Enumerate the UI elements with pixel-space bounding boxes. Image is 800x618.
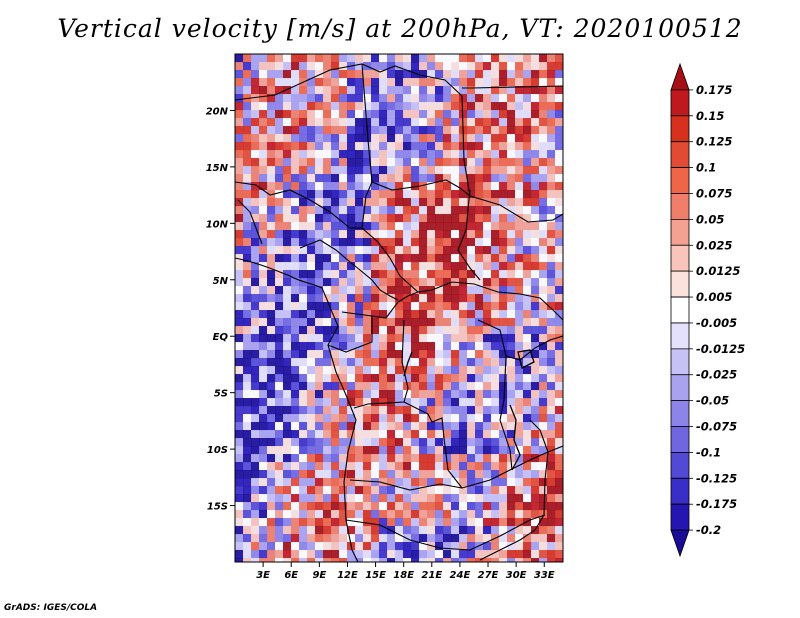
lon-tick-label: 12E (337, 570, 358, 581)
colorbar-swatch (670, 244, 690, 272)
colorbar-label: -0.175 (696, 497, 737, 511)
colorbar-swatch (670, 374, 690, 402)
colorbar-swatch (670, 89, 690, 117)
colorbar-swatch (670, 270, 690, 298)
axis-ticks: 3E 6E 9E 12E 15E 18E 21E 24E 27E 30E 33E 20N 15N 10N 5… (206, 106, 555, 581)
colorbar-swatch (670, 62, 690, 91)
lat-tick-label: 15S (207, 502, 228, 513)
colorbar-label: 0.125 (696, 135, 732, 149)
lat-tick-label: 10N (206, 219, 229, 230)
map-title: Vertical velocity [m/s] at 200hPa, VT: 2… (57, 14, 743, 43)
lon-tick-label: 30E (506, 570, 527, 581)
colorbar-label: -0.025 (696, 368, 737, 382)
lon-tick-label: 15E (365, 570, 386, 581)
colorbar-label: 0.025 (696, 238, 732, 252)
colorbar-swatch (670, 426, 690, 453)
lon-tick-label: 24E (450, 570, 471, 581)
colorbar-swatch (670, 322, 690, 350)
lat-tick-label: 5N (213, 276, 229, 287)
lon-tick-label: 33E (534, 570, 555, 581)
colorbar-label: 0.15 (696, 109, 724, 123)
colorbar-swatch (670, 400, 690, 427)
colorbar-swatch (670, 115, 690, 143)
lat-tick-label: EQ (213, 332, 229, 343)
colorbar-label: -0.05 (696, 394, 729, 408)
colorbar-swatch (670, 348, 690, 376)
colorbar-label: 0.1 (696, 161, 716, 175)
map-frame (234, 53, 564, 563)
colorbar-swatch (670, 218, 690, 246)
colorbar-label: 0.05 (696, 212, 724, 226)
lon-tick-label: 6E (284, 570, 298, 581)
colorbar-label: -0.075 (696, 420, 737, 434)
colorbar-swatch (670, 477, 690, 505)
colorbar-swatch (670, 296, 690, 324)
lon-tick-label: 9E (312, 570, 326, 581)
velocity-field (235, 54, 563, 562)
lon-tick-label: 27E (478, 570, 499, 581)
lat-tick-label: 5S (214, 389, 228, 400)
colorbar-label: -0.0125 (696, 342, 745, 356)
colorbar-legend: 0.175 0.15 0.125 0.1 0.075 0.05 0.025 0.0125 0.0… (670, 62, 745, 558)
colorbar-swatch (670, 141, 690, 168)
colorbar-swatch (670, 452, 690, 479)
colorbar-label: -0.2 (696, 523, 721, 537)
lat-tick-label: 10S (207, 445, 228, 456)
lon-tick-label: 3E (256, 570, 270, 581)
lon-tick-label: 18E (393, 570, 414, 581)
country-borders (235, 63, 563, 562)
colorbar-label: -0.005 (696, 316, 737, 330)
colorbar-swatch (670, 503, 690, 531)
lon-tick-label: 21E (421, 570, 442, 581)
colorbar-label: -0.125 (696, 471, 737, 485)
colorbar-swatch (670, 193, 690, 220)
colorbar-swatch (670, 167, 690, 194)
colorbar-label: 0.075 (696, 186, 732, 200)
grads-credit: GrADS: IGES/COLA (4, 603, 98, 613)
colorbar-swatch (670, 529, 690, 558)
lat-tick-label: 20N (206, 106, 229, 117)
colorbar-label: 0.175 (696, 83, 732, 97)
colorbar-label: 0.005 (696, 290, 732, 304)
lakes (403, 349, 535, 471)
lat-tick-label: 15N (206, 163, 229, 174)
colorbar-label: 0.0125 (696, 264, 740, 278)
colorbar-label: -0.1 (696, 445, 721, 459)
